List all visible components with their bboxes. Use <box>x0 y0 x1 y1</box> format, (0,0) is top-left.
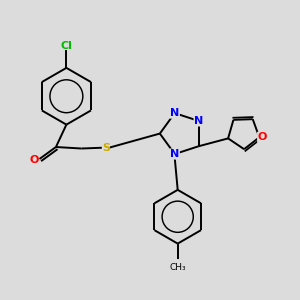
Text: Cl: Cl <box>61 41 72 51</box>
Text: N: N <box>194 116 203 126</box>
Text: O: O <box>258 132 267 142</box>
Text: N: N <box>170 149 179 159</box>
Text: N: N <box>170 108 179 118</box>
Text: O: O <box>29 155 39 166</box>
Text: S: S <box>102 142 110 153</box>
Text: CH₃: CH₃ <box>169 263 186 272</box>
